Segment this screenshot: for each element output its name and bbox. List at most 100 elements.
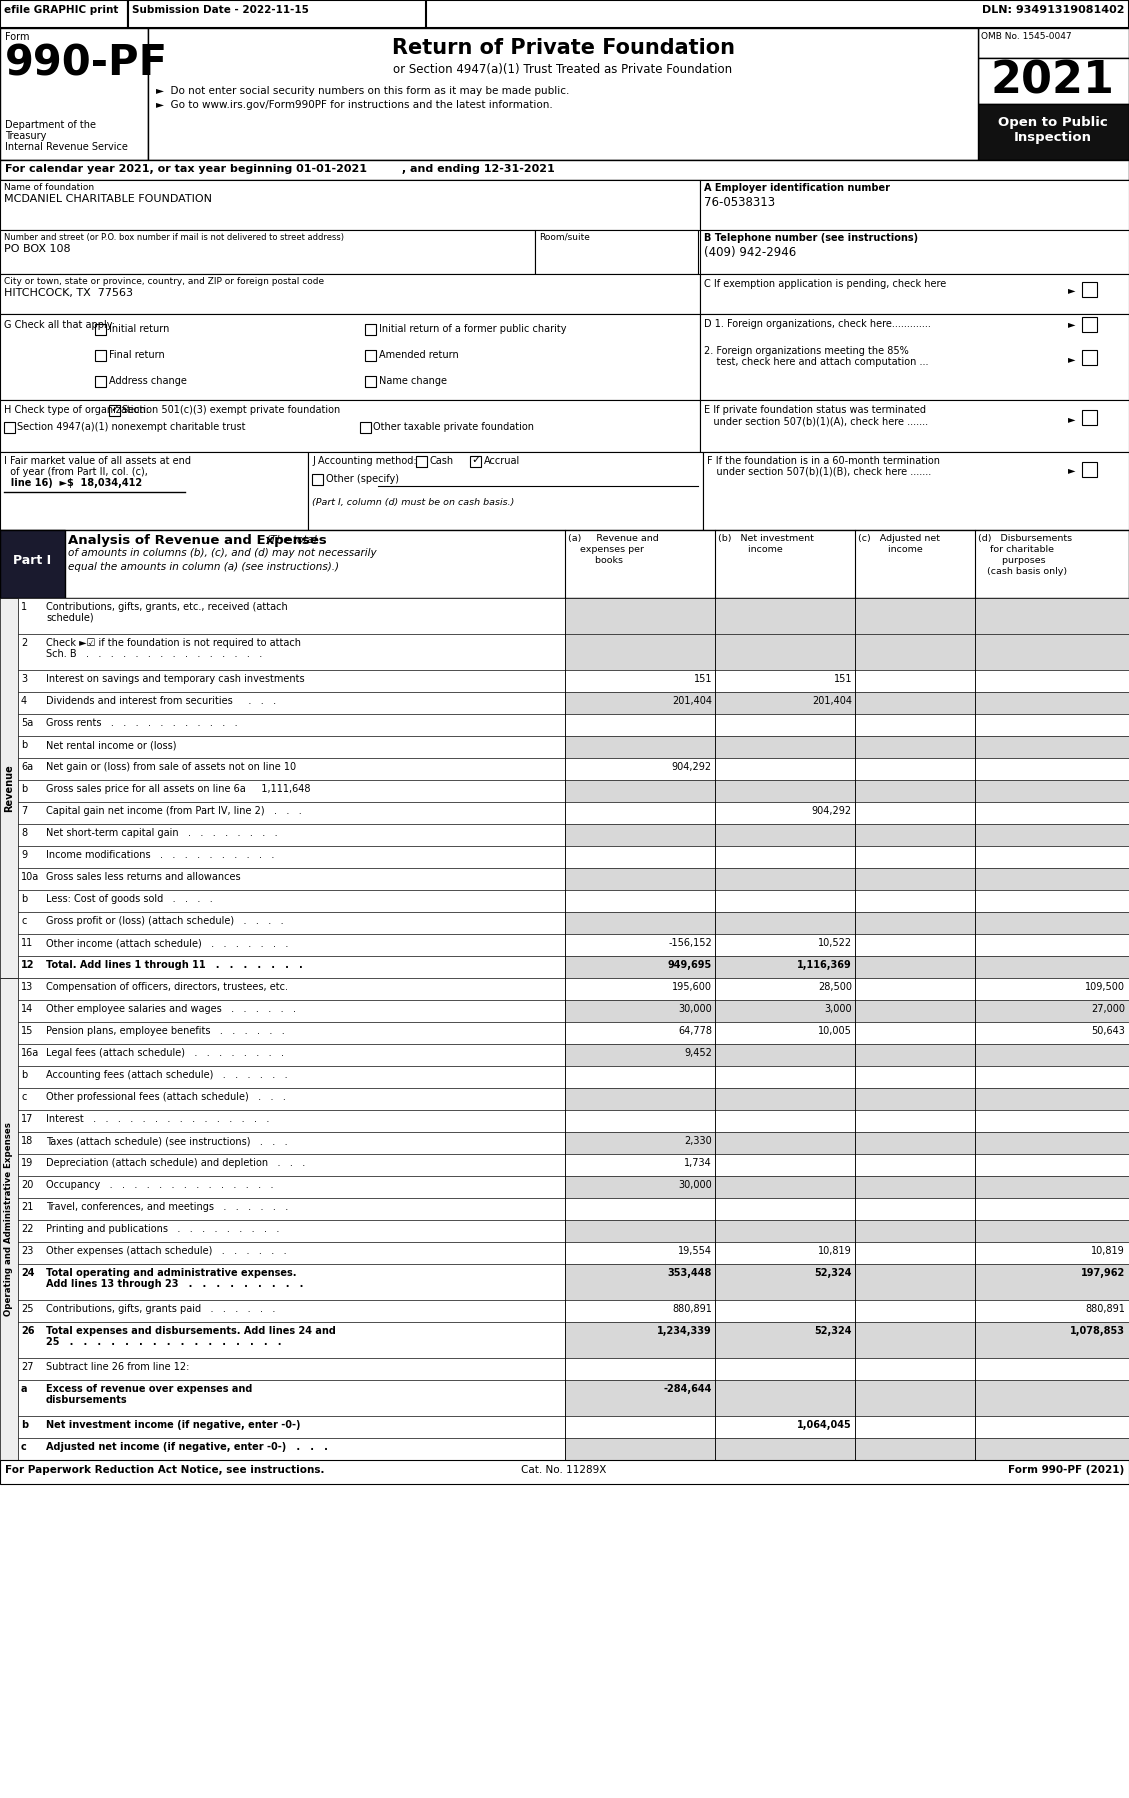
Text: Address change: Address change (110, 376, 187, 387)
Text: under section 507(b)(1)(A), check here .......: under section 507(b)(1)(A), check here .… (704, 415, 928, 426)
Bar (365, 351, 376, 361)
Text: Legal fees (attach schedule)   .   .   .   .   .   .   .   .: Legal fees (attach schedule) . . . . . .… (46, 1048, 285, 1057)
Text: 990-PF: 990-PF (5, 41, 168, 85)
Text: Total operating and administrative expenses.: Total operating and administrative expen… (46, 1268, 297, 1278)
Text: 5a: 5a (21, 717, 33, 728)
Text: 10a: 10a (21, 872, 40, 883)
Bar (308, 451, 703, 530)
Bar (564, 735, 715, 759)
Text: Other (specify): Other (specify) (326, 475, 399, 484)
Text: 949,695: 949,695 (667, 960, 712, 969)
Bar (703, 451, 1129, 530)
Text: 1,734: 1,734 (684, 1158, 712, 1169)
Bar (700, 399, 1129, 451)
Bar (975, 780, 1129, 802)
Bar (715, 1357, 855, 1381)
Bar (855, 1133, 975, 1154)
Bar (975, 957, 1129, 978)
Bar (855, 1066, 975, 1088)
Text: 11: 11 (21, 939, 33, 948)
Bar (855, 1088, 975, 1109)
Text: Operating and Administrative Expenses: Operating and Administrative Expenses (5, 1122, 14, 1316)
Bar (855, 635, 975, 671)
Bar (18, 1417, 564, 1438)
Bar (18, 1000, 564, 1021)
Bar (975, 1021, 1129, 1045)
Text: 151: 151 (833, 674, 852, 683)
Text: b: b (21, 1070, 27, 1081)
Text: HITCHCOCK, TX  77563: HITCHCOCK, TX 77563 (5, 288, 133, 298)
Bar (564, 1176, 715, 1197)
Text: City or town, state or province, country, and ZIP or foreign postal code: City or town, state or province, country… (5, 277, 324, 286)
Text: 24: 24 (21, 1268, 35, 1278)
Text: 27: 27 (21, 1363, 34, 1372)
Text: 151: 151 (693, 674, 712, 683)
Bar (715, 1133, 855, 1154)
Bar (855, 1300, 975, 1322)
Text: 8: 8 (21, 829, 27, 838)
Bar (975, 1109, 1129, 1133)
Bar (855, 957, 975, 978)
Bar (18, 1021, 564, 1045)
Text: 28,500: 28,500 (819, 982, 852, 992)
Text: 201,404: 201,404 (812, 696, 852, 707)
Bar (18, 823, 564, 847)
Bar (715, 847, 855, 868)
Text: 904,292: 904,292 (672, 762, 712, 771)
Bar (855, 1197, 975, 1221)
Bar (0, 1460, 1129, 1483)
Bar (715, 759, 855, 780)
Text: Number and street (or P.O. box number if mail is not delivered to street address: Number and street (or P.O. box number if… (5, 234, 344, 243)
Bar (715, 735, 855, 759)
Text: 2021: 2021 (991, 59, 1115, 102)
Text: 2: 2 (21, 638, 27, 647)
Text: 13: 13 (21, 982, 33, 992)
Bar (975, 1264, 1129, 1300)
Text: Other expenses (attach schedule)   .   .   .   .   .   .: Other expenses (attach schedule) . . . .… (46, 1246, 287, 1257)
Text: 880,891: 880,891 (672, 1304, 712, 1314)
Text: Add lines 13 through 23   .   .   .   .   .   .   .   .   .: Add lines 13 through 23 . . . . . . . . … (46, 1278, 304, 1289)
Bar (855, 1021, 975, 1045)
Bar (975, 847, 1129, 868)
Bar (715, 957, 855, 978)
Bar (18, 671, 564, 692)
Text: For calendar year 2021, or tax year beginning 01-01-2021         , and ending 12: For calendar year 2021, or tax year begi… (5, 164, 554, 174)
Bar (975, 802, 1129, 823)
Text: ►  Go to www.irs.gov/Form990PF for instructions and the latest information.: ► Go to www.irs.gov/Form990PF for instru… (156, 101, 553, 110)
Text: Gross sales less returns and allowances: Gross sales less returns and allowances (46, 872, 240, 883)
Text: PO BOX 108: PO BOX 108 (5, 245, 71, 254)
Text: 9,452: 9,452 (684, 1048, 712, 1057)
Bar (18, 912, 564, 933)
Bar (715, 1417, 855, 1438)
Text: (cash basis only): (cash basis only) (978, 566, 1067, 575)
Text: b: b (21, 784, 27, 795)
Bar (1082, 316, 1097, 333)
Bar (0, 160, 1129, 180)
Bar (415, 457, 427, 467)
Text: Taxes (attach schedule) (see instructions)   .   .   .: Taxes (attach schedule) (see instruction… (46, 1136, 288, 1145)
Bar (715, 978, 855, 1000)
Text: Other employee salaries and wages   .   .   .   .   .   .: Other employee salaries and wages . . . … (46, 1003, 296, 1014)
Bar (564, 1133, 715, 1154)
Bar (0, 0, 1129, 29)
Text: for charitable: for charitable (978, 545, 1054, 554)
Text: (The total: (The total (263, 534, 317, 545)
Bar (715, 599, 855, 635)
Bar (564, 868, 715, 890)
Text: Adjusted net income (if negative, enter -0-)   .   .   .: Adjusted net income (if negative, enter … (46, 1442, 327, 1453)
Bar (564, 1088, 715, 1109)
Bar (975, 912, 1129, 933)
Text: Interest   .   .   .   .   .   .   .   .   .   .   .   .   .   .   .: Interest . . . . . . . . . . . . . . . (46, 1115, 270, 1124)
Text: of amounts in columns (b), (c), and (d) may not necessarily: of amounts in columns (b), (c), and (d) … (68, 548, 377, 557)
Text: 1,064,045: 1,064,045 (797, 1420, 852, 1429)
Bar (978, 104, 1129, 160)
Bar (18, 1381, 564, 1417)
Bar (18, 735, 564, 759)
Bar (18, 714, 564, 735)
Text: Other taxable private foundation: Other taxable private foundation (373, 423, 534, 432)
Bar (564, 1154, 715, 1176)
Bar (715, 933, 855, 957)
Text: Sch. B   .   .   .   .   .   .   .   .   .   .   .   .   .   .   .: Sch. B . . . . . . . . . . . . . . . (46, 649, 262, 660)
Text: 1,078,853: 1,078,853 (1070, 1325, 1124, 1336)
Text: (b)   Net investment: (b) Net investment (718, 534, 814, 543)
